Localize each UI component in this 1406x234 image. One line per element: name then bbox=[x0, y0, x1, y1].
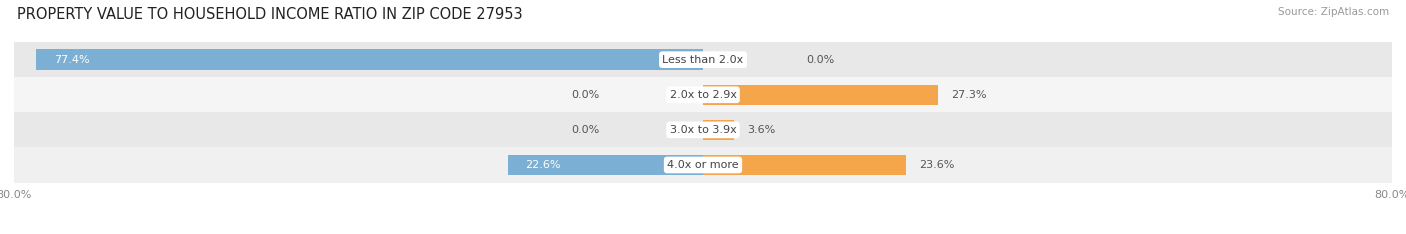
Bar bbox=[14, 147, 1392, 183]
Bar bbox=[703, 120, 734, 140]
Text: 3.6%: 3.6% bbox=[747, 125, 775, 135]
Text: 22.6%: 22.6% bbox=[526, 160, 561, 170]
Text: 0.0%: 0.0% bbox=[571, 125, 599, 135]
Text: PROPERTY VALUE TO HOUSEHOLD INCOME RATIO IN ZIP CODE 27953: PROPERTY VALUE TO HOUSEHOLD INCOME RATIO… bbox=[17, 7, 523, 22]
Text: 23.6%: 23.6% bbox=[920, 160, 955, 170]
Text: Source: ZipAtlas.com: Source: ZipAtlas.com bbox=[1278, 7, 1389, 17]
Bar bbox=[14, 112, 1392, 147]
Bar bbox=[509, 155, 703, 175]
Bar bbox=[14, 42, 1392, 77]
Bar bbox=[37, 49, 703, 70]
Bar bbox=[703, 84, 938, 105]
Text: 0.0%: 0.0% bbox=[571, 90, 599, 100]
Text: 2.0x to 2.9x: 2.0x to 2.9x bbox=[669, 90, 737, 100]
Text: 3.0x to 3.9x: 3.0x to 3.9x bbox=[669, 125, 737, 135]
Bar bbox=[14, 77, 1392, 112]
Bar bbox=[703, 155, 907, 175]
Text: 4.0x or more: 4.0x or more bbox=[668, 160, 738, 170]
Text: 27.3%: 27.3% bbox=[950, 90, 987, 100]
Text: 77.4%: 77.4% bbox=[53, 55, 90, 65]
Text: 0.0%: 0.0% bbox=[807, 55, 835, 65]
Text: Less than 2.0x: Less than 2.0x bbox=[662, 55, 744, 65]
